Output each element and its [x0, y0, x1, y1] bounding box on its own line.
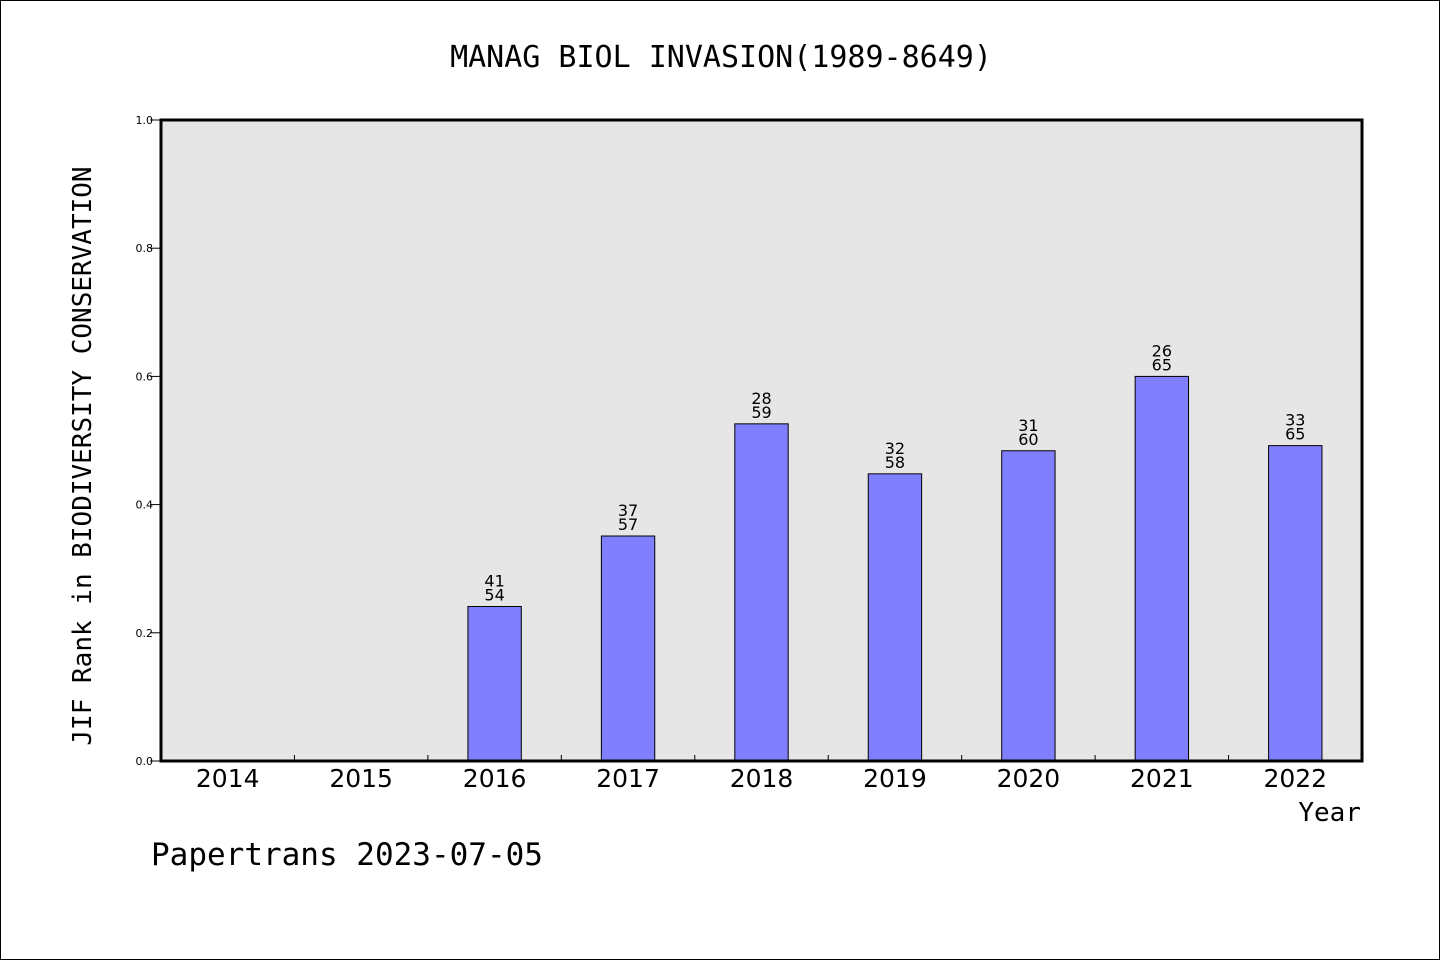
data-label-total: 65	[1152, 355, 1172, 374]
x-tick-label: 2016	[463, 764, 527, 793]
bar-2020	[1001, 450, 1056, 762]
x-axis-ticks: 2014 2015 2016 2017 2018 2019 2020 2021 2022	[196, 755, 1327, 793]
x-tick-label: 2022	[1263, 764, 1327, 793]
y-tick-label: 0.2	[136, 627, 154, 640]
y-tick-label: 0.8	[136, 242, 154, 255]
y-tick-label: 0.4	[136, 499, 154, 512]
data-label-rank: 31	[1018, 416, 1038, 435]
data-label-rank: 26	[1152, 341, 1172, 360]
bar-2018	[734, 423, 789, 762]
plot-border	[159, 118, 1364, 763]
data-label-total: 59	[751, 403, 771, 422]
data-label-total: 57	[618, 515, 638, 534]
bar-2016	[467, 606, 522, 762]
bars-group	[467, 375, 1323, 762]
y-tick-label: 0.0	[136, 755, 154, 768]
chart-title: MANAG BIOL INVASION(1989-8649)	[450, 40, 992, 75]
x-tick-label: 2018	[730, 764, 794, 793]
data-label-total: 60	[1018, 430, 1038, 449]
x-tick-label: 2019	[863, 764, 927, 793]
bar-2022	[1268, 445, 1323, 762]
x-tick-label: 2021	[1130, 764, 1194, 793]
data-label-rank: 41	[484, 572, 504, 591]
x-tick-label: 2017	[596, 764, 660, 793]
x-tick-label: 2014	[196, 764, 260, 793]
data-label-rank: 37	[618, 501, 638, 520]
bar-2021	[1134, 375, 1190, 762]
y-axis-label: JIF Rank in BIODIVERSITY CONSERVATION	[68, 166, 98, 745]
data-label-rank: 28	[751, 389, 771, 408]
y-axis-ticks: 0.0 0.2 0.4 0.6 0.8 1.0	[136, 114, 161, 768]
data-label-total: 58	[885, 453, 905, 472]
y-tick-label: 1.0	[136, 114, 154, 127]
data-label-total: 54	[484, 586, 504, 605]
footer-credit: Papertrans 2023-07-05	[151, 837, 543, 873]
x-tick-label: 2015	[329, 764, 393, 793]
data-label-total: 65	[1285, 425, 1305, 444]
x-axis-label: Year	[1298, 798, 1361, 828]
bar-2019	[867, 473, 923, 762]
x-tick-label: 2020	[997, 764, 1061, 793]
data-label-rank: 32	[885, 439, 905, 458]
y-tick-label: 0.6	[136, 370, 154, 383]
bar-2017	[600, 535, 656, 762]
data-label-rank: 33	[1285, 411, 1305, 430]
